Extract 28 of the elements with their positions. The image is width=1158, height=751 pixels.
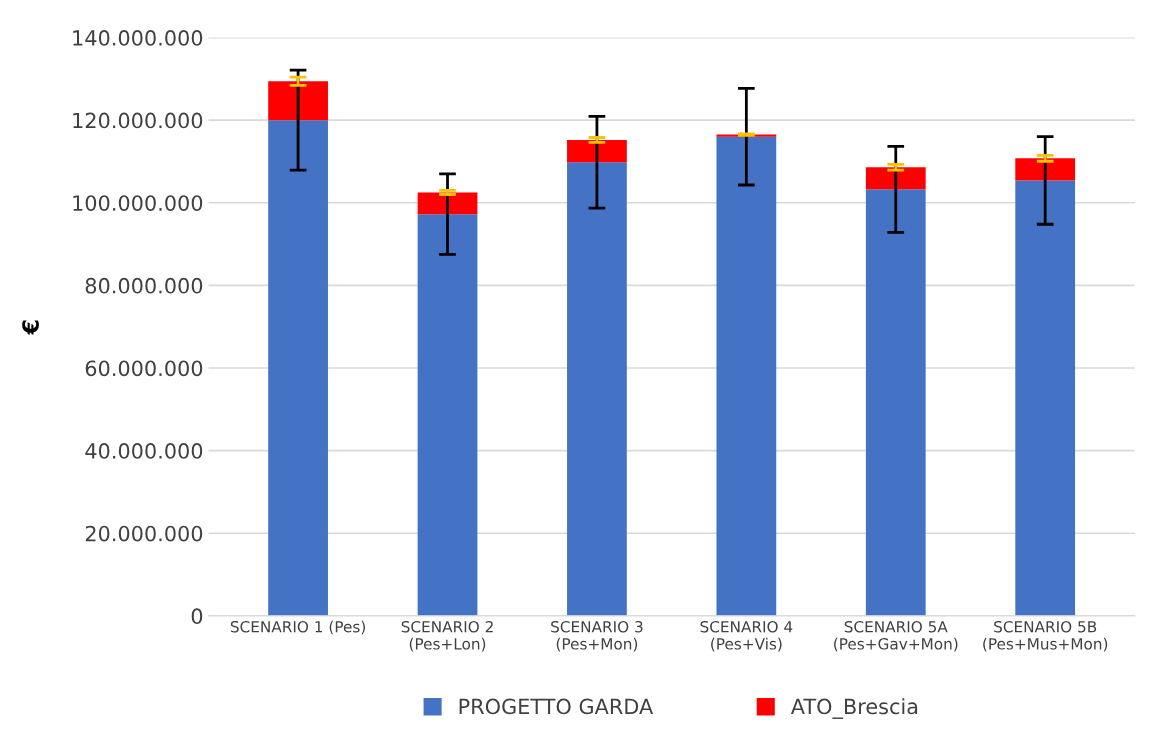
legend-label: ATO_Brescia [790,698,918,719]
legend-label: PROGETTO GARDA [459,698,654,715]
x-tick-label: SCENARIO 1 (Pes) [230,620,365,635]
y-tick-label: 100.000.000 [73,195,203,211]
bar [567,162,627,616]
bar [1015,158,1076,181]
bar [417,214,478,616]
x-tick-label: SCENARIO 5A (Pes+Gav+Mon) [834,620,958,652]
bar [417,192,478,215]
y-tick-label: 20.000.000 [85,525,203,542]
y-tick-label: 0 [191,608,203,625]
x-tick-label: SCENARIO 5B (Pes+Mus+Mon) [983,620,1108,652]
bar [865,189,926,616]
x-tick-label: SCENARIO 4 (Pes+Vis) [700,620,793,652]
x-tick-label: SCENARIO 2 (Pes+Lon) [401,620,493,652]
bar [865,167,926,190]
x-tick-label: SCENARIO 3 (Pes+Mon) [551,620,643,652]
y-tick-label: 40.000.000 [85,443,203,459]
bar [716,136,777,616]
y-tick-label: 140.000.000 [73,30,203,46]
bar [1015,180,1076,616]
bar [268,81,328,121]
bar [268,120,328,616]
y-axis-title: € [22,320,39,335]
y-tick-label: 80.000.000 [85,277,203,294]
y-tick-label: 120.000.000 [73,112,203,129]
y-tick-label: 60.000.000 [85,360,203,377]
bar [567,139,627,163]
